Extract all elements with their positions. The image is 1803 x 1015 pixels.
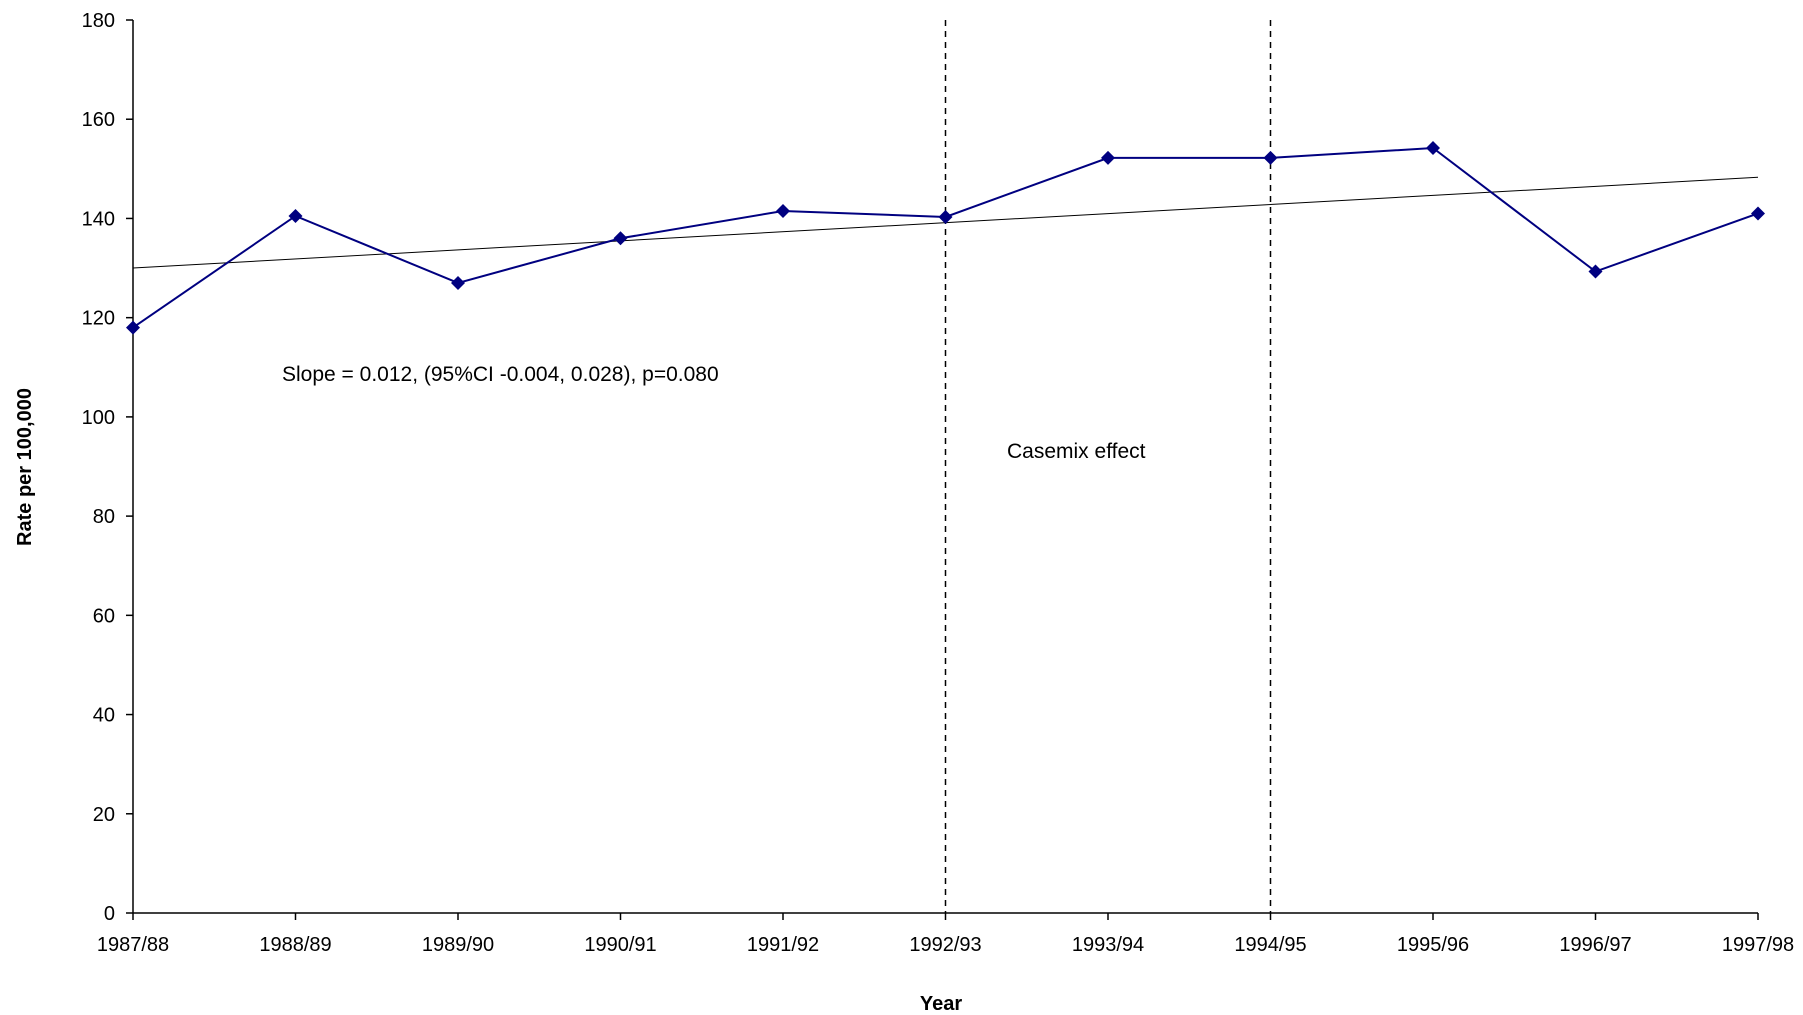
x-tick-label: 1990/91: [584, 934, 656, 956]
data-point-marker: [1751, 206, 1765, 221]
data-point-marker: [451, 275, 465, 290]
y-tick-label: 180: [82, 10, 115, 32]
reference-lines: [944, 20, 1272, 913]
x-tick-label: 1992/93: [909, 934, 981, 956]
y-tick-label: 0: [104, 903, 115, 925]
x-tick-label: 1987/88: [97, 934, 169, 956]
y-ticks: 0 20 40 60 80 100 120 140 160 180: [82, 10, 133, 925]
casemix-annotation: Casemix effect: [1007, 440, 1146, 463]
y-tick-label: 80: [93, 506, 115, 528]
data-point-marker: [776, 204, 790, 219]
y-tick-label: 140: [82, 208, 115, 230]
data-point-marker: [1426, 140, 1440, 155]
x-tick-label: 1993/94: [1072, 934, 1144, 956]
data-point-marker: [1101, 150, 1115, 165]
y-tick-label: 160: [82, 109, 115, 131]
data-point-marker: [288, 208, 303, 223]
data-point-marker: [126, 320, 140, 335]
y-axis-title: Rate per 100,000: [14, 388, 36, 546]
y-tick-label: 40: [93, 705, 115, 727]
x-ticks: 1987/88 1988/89 1989/90 1990/91 1991/92 1992/…: [97, 913, 1794, 956]
y-tick-label: 20: [93, 804, 115, 826]
data-point-marker: [613, 231, 628, 246]
x-tick-label: 1991/92: [747, 934, 819, 956]
y-tick-label: 120: [82, 308, 115, 330]
series-group: [126, 140, 1765, 335]
x-tick-label: 1994/95: [1234, 934, 1306, 956]
x-tick-label: 1995/96: [1397, 934, 1469, 956]
data-point-marker: [1263, 150, 1278, 165]
x-tick-label: 1988/89: [259, 934, 331, 956]
data-point-marker: [938, 209, 953, 224]
slope-annotation: Slope = 0.012, (95%CI -0.004, 0.028), p=…: [282, 363, 719, 386]
y-tick-label: 100: [82, 407, 115, 429]
x-tick-label: 1989/90: [422, 934, 494, 956]
y-tick-label: 60: [93, 605, 115, 627]
x-tick-label: 1997/98: [1722, 934, 1794, 956]
x-tick-label: 1996/97: [1559, 934, 1631, 956]
x-axis-title: Year: [920, 993, 962, 1015]
data-point-marker: [1588, 264, 1603, 279]
